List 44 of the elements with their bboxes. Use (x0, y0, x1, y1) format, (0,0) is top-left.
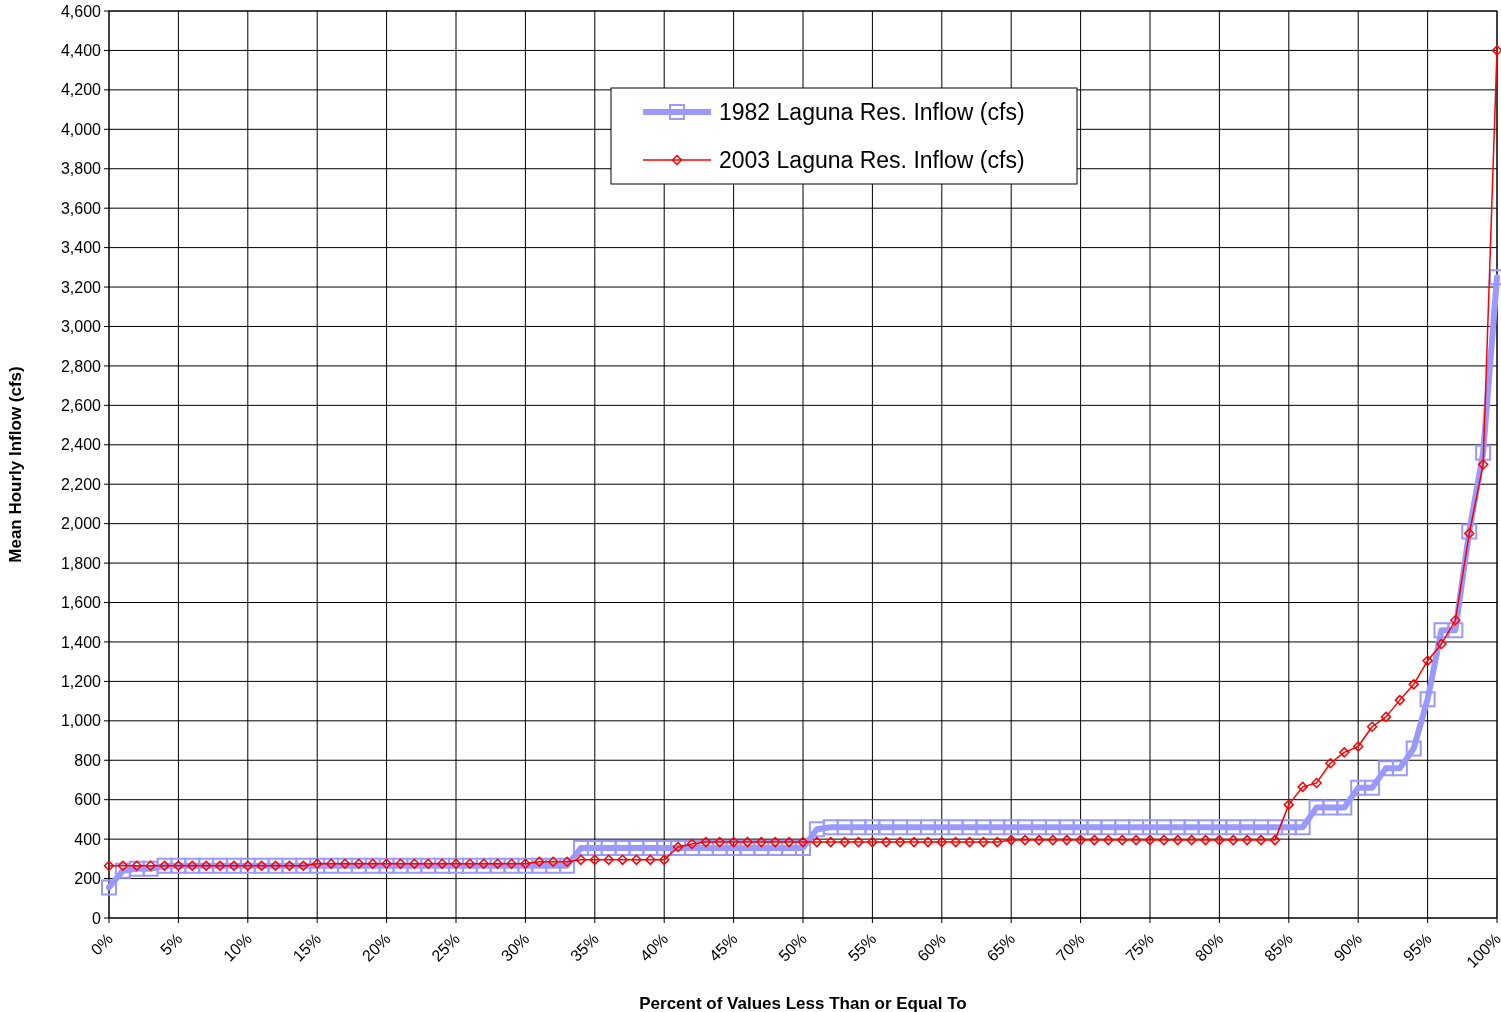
y-tick-label: 3,600 (60, 199, 102, 217)
y-tick-label: 4,400 (60, 42, 102, 60)
y-tick-label: 2,200 (60, 475, 102, 493)
x-tick-label: 75% (1122, 930, 1158, 965)
legend-label: 1982 Laguna Res. Inflow (cfs) (719, 99, 1025, 126)
x-tick-label: 80% (1191, 930, 1227, 965)
legend-label: 2003 Laguna Res. Inflow (cfs) (719, 147, 1025, 174)
x-tick-label: 60% (914, 930, 949, 965)
x-tick-label: 5% (157, 930, 186, 959)
x-tick-label: 40% (636, 930, 672, 965)
y-tick-label: 4,600 (60, 2, 102, 20)
x-tick-label: 95% (1399, 930, 1435, 965)
y-tick-label: 2,800 (60, 357, 102, 375)
y-tick-label: 600 (74, 791, 102, 809)
x-tick-label: 65% (983, 930, 1019, 965)
y-tick-label: 2,600 (60, 396, 102, 414)
x-tick-label: 35% (567, 930, 602, 965)
x-axis-title: Percent of Values Less Than or Equal To (639, 994, 967, 1012)
x-tick-label: 90% (1330, 930, 1366, 965)
x-tick-label: 0% (87, 930, 117, 959)
y-tick-label: 1,400 (60, 633, 102, 651)
y-tick-label: 1,800 (60, 554, 102, 572)
y-tick-label: 3,400 (60, 239, 102, 257)
y-tick-label: 1,000 (60, 712, 102, 730)
x-tick-label: 70% (1052, 930, 1088, 965)
y-tick-label: 1,600 (60, 594, 102, 612)
y-tick-label: 4,200 (60, 81, 102, 99)
y-tick-label: 3,000 (60, 318, 102, 336)
x-tick-label: 45% (705, 930, 741, 965)
x-tick-label: 50% (775, 930, 811, 965)
x-tick-label: 85% (1261, 930, 1296, 965)
y-tick-label: 800 (74, 751, 102, 769)
y-tick-label: 200 (74, 870, 102, 888)
y-tick-label: 3,200 (60, 278, 102, 296)
y-tick-label: 1,200 (60, 672, 102, 690)
x-tick-label: 30% (497, 930, 533, 965)
y-tick-label: 0 (92, 909, 102, 927)
y-tick-label: 400 (74, 830, 102, 848)
y-tick-label: 4,000 (60, 120, 102, 138)
y-axis-title: Mean Hourly Inflow (cfs) (6, 366, 25, 563)
x-tick-label: 55% (844, 930, 880, 965)
y-tick-label: 2,000 (60, 515, 102, 533)
y-tick-label: 2,400 (60, 436, 102, 454)
y-tick-label: 3,800 (60, 160, 102, 178)
